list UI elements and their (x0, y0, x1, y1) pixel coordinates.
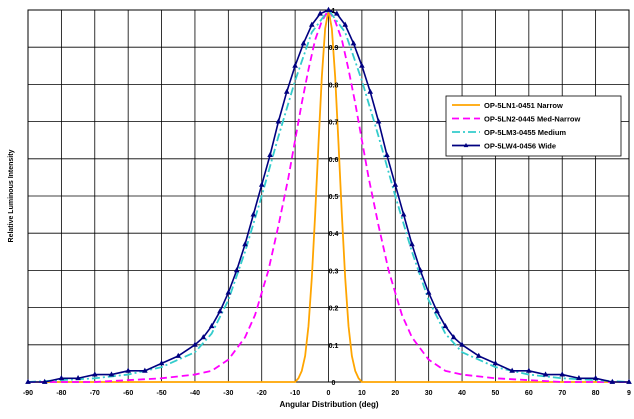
legend: OP-5LN1-0451 Narrow OP-5LN2-0445 Med-Narr… (445, 95, 622, 157)
series-point-4 (217, 308, 223, 314)
series-point-4 (576, 375, 582, 381)
series-point-4 (442, 322, 449, 329)
axes: -90 -80 -70 -60 -50 -40 -30 -20 -10 0 10 20 30 40 50 60… (23, 8, 631, 397)
x-axis-title: Angular Distribution (deg) (279, 400, 378, 409)
legend-label: OP-5LM3-0455 Medium (484, 128, 566, 137)
series-point-4 (58, 375, 65, 381)
x-tick-label: 80 (592, 390, 600, 397)
y-tick-label: 0.1 (329, 343, 339, 350)
x-tick-label: 40 (458, 390, 466, 397)
legend-label: OP-5LN2-0445 Med-Narrow (484, 115, 580, 124)
series-point-4 (25, 378, 31, 384)
y-tick-label: 0.4 (329, 231, 339, 238)
x-tick-label: -80 (56, 390, 66, 397)
series-point-4 (459, 341, 465, 347)
y-tick-label: 0 (332, 380, 336, 387)
series-point-4 (158, 360, 165, 366)
x-tick-label: -90 (23, 390, 33, 397)
series-point-4 (41, 378, 48, 384)
series-point-4 (392, 181, 399, 187)
series-point-4 (434, 308, 440, 314)
series-point-4 (192, 341, 198, 347)
series-point-4 (175, 352, 182, 358)
series-point-4 (308, 21, 315, 27)
series-point-4 (75, 375, 81, 381)
x-tick-label: 50 (492, 390, 500, 397)
y-tick-label: 0.9 (329, 45, 339, 52)
series-point-4 (425, 289, 432, 295)
series-point-4 (325, 6, 332, 12)
y-tick-label: 0.7 (329, 120, 339, 127)
x-tick-label: 60 (525, 390, 533, 397)
series-point-4 (91, 371, 98, 377)
series-point-4 (292, 62, 298, 68)
y-tick-label: 0.5 (329, 194, 339, 201)
series-point-4 (559, 371, 566, 377)
series-point-4 (225, 289, 232, 295)
series-point-4 (592, 375, 599, 381)
series-point-4 (400, 211, 407, 217)
series-point-4 (267, 151, 273, 157)
x-tick-label: -30 (223, 390, 233, 397)
series-point-4 (350, 40, 357, 46)
series-point-4 (258, 181, 265, 187)
y-tick-label: 0.3 (329, 268, 339, 275)
x-tick-label: 70 (558, 390, 566, 397)
series-point-4 (492, 360, 499, 366)
series-point-4 (375, 118, 382, 124)
grid (27, 9, 630, 383)
series-line-3 (27, 9, 630, 383)
series-point-4 (283, 88, 290, 94)
series-point-4 (342, 21, 349, 27)
series-point-4 (367, 88, 374, 94)
x-tick-label: 30 (425, 390, 433, 397)
series-point-4 (233, 267, 240, 273)
series-point-4 (526, 367, 532, 373)
series-layer (25, 6, 632, 384)
y-tick-label: 0.6 (329, 157, 339, 164)
series-point-4 (275, 118, 282, 124)
series-point-4 (384, 151, 390, 157)
x-tick-label: -40 (190, 390, 200, 397)
series-point-4 (108, 371, 115, 377)
series-point-4 (317, 10, 323, 16)
series-point-4 (609, 378, 616, 384)
y-tick-label: 0.2 (329, 306, 339, 313)
series-point-4 (417, 267, 424, 273)
series-point-4 (359, 62, 365, 68)
x-tick-label: -50 (156, 390, 166, 397)
series-point-4 (125, 367, 131, 373)
series-point-4 (142, 367, 148, 373)
x-tick-label: 0 (327, 390, 331, 397)
series-line-2 (28, 9, 629, 383)
series-point-4 (475, 352, 482, 358)
series-point-4 (208, 322, 215, 329)
y-tick-label: 0.8 (329, 82, 339, 89)
x-tick-label: -10 (290, 390, 300, 397)
series-point-4 (542, 371, 549, 377)
series-point-4 (200, 334, 207, 340)
series-point-4 (626, 378, 632, 384)
legend-marker (463, 142, 469, 148)
y-tick-label: 1 (332, 8, 336, 15)
x-tick-label: 20 (391, 390, 399, 397)
series-point-4 (250, 211, 257, 217)
legend-label: OP-5LN1-0451 Narrow (484, 101, 563, 110)
series-point-4 (242, 241, 248, 247)
series-point-4 (409, 241, 415, 247)
x-tick-label: -70 (90, 390, 100, 397)
x-tick-label: -60 (123, 390, 133, 397)
x-tick-label: 10 (358, 390, 366, 397)
y-axis-title: Relative Luminous Intensity (8, 149, 15, 242)
legend-label: OP-5LW4-0456 Wide (484, 142, 556, 151)
series-point-4 (509, 367, 515, 373)
x-tick-label: -20 (257, 390, 267, 397)
series-point-4 (450, 334, 457, 340)
series-point-4 (300, 40, 307, 46)
x-tick-label: 9 (627, 390, 631, 397)
series-point-4 (334, 10, 340, 16)
